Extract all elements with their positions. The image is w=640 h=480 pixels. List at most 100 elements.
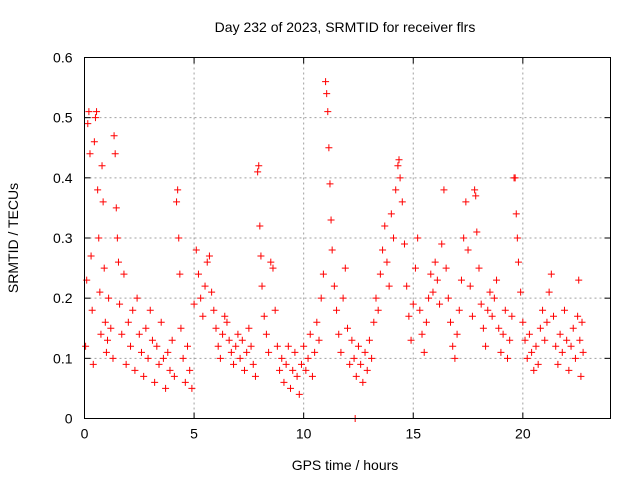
- data-point: [304, 354, 312, 362]
- x-tick-label: 10: [296, 426, 312, 442]
- data-point: [392, 186, 400, 194]
- data-point: [148, 336, 156, 344]
- data-point: [221, 312, 229, 320]
- data-point: [260, 312, 268, 320]
- data-point: [550, 312, 558, 320]
- data-point: [254, 168, 262, 176]
- data-point: [479, 324, 487, 332]
- data-point: [514, 258, 522, 266]
- data-point: [87, 252, 95, 260]
- data-point: [210, 306, 218, 314]
- data-point: [199, 312, 207, 320]
- data-point: [528, 348, 536, 356]
- data-point: [571, 354, 579, 362]
- data-point: [359, 378, 367, 386]
- data-point: [560, 306, 568, 314]
- data-point: [98, 162, 106, 170]
- data-point: [344, 324, 351, 332]
- data-point: [140, 372, 148, 380]
- data-point: [464, 246, 472, 254]
- data-point: [405, 312, 413, 320]
- data-point: [114, 258, 122, 266]
- data-point: [236, 354, 244, 362]
- data-point: [565, 366, 573, 374]
- data-point: [194, 270, 202, 278]
- data-point: [493, 276, 501, 284]
- data-point: [177, 324, 185, 332]
- data-point: [280, 378, 288, 386]
- data-point: [425, 294, 433, 302]
- data-point: [144, 354, 152, 362]
- chart-title: Day 232 of 2023, SRMTID for receiver flr…: [215, 19, 476, 35]
- data-point: [547, 270, 555, 278]
- data-point: [267, 258, 275, 266]
- data-point: [352, 372, 360, 380]
- data-point: [297, 360, 305, 368]
- data-point: [341, 264, 349, 272]
- data-point: [387, 210, 395, 218]
- data-point: [205, 252, 213, 260]
- data-point: [302, 366, 310, 374]
- data-point: [398, 198, 406, 206]
- data-point: [234, 330, 242, 338]
- data-point: [230, 360, 238, 368]
- data-point: [427, 270, 435, 278]
- data-point: [109, 354, 117, 362]
- data-point: [159, 354, 167, 362]
- data-point: [499, 330, 507, 338]
- data-point: [146, 306, 154, 314]
- data-point: [164, 348, 172, 356]
- data-point: [506, 336, 514, 344]
- data-point: [357, 360, 365, 368]
- data-point: [276, 366, 284, 374]
- data-point: [319, 270, 327, 278]
- data-point: [532, 342, 540, 350]
- data-point: [477, 300, 485, 308]
- data-point: [418, 330, 426, 338]
- y-tick-label: 0.4: [53, 170, 73, 186]
- data-point: [208, 288, 216, 296]
- data-point: [563, 336, 571, 344]
- data-point: [201, 282, 209, 290]
- data-point: [475, 264, 483, 272]
- data-point: [265, 348, 273, 356]
- data-point: [361, 348, 369, 356]
- data-point: [407, 336, 415, 344]
- data-point: [105, 294, 113, 302]
- data-point: [354, 342, 362, 350]
- data-point: [315, 336, 323, 344]
- data-point: [394, 162, 402, 170]
- data-point: [249, 360, 257, 368]
- data-point: [175, 234, 183, 242]
- data-point: [88, 306, 96, 314]
- data-point: [400, 240, 408, 248]
- data-point: [271, 306, 279, 314]
- data-point: [473, 228, 481, 236]
- data-point: [433, 276, 441, 284]
- data-point: [124, 318, 132, 326]
- data-point: [273, 342, 281, 350]
- data-point: [223, 318, 231, 326]
- data-point: [113, 234, 121, 242]
- data-point: [383, 258, 391, 266]
- data-point: [431, 258, 439, 266]
- data-point: [313, 318, 321, 326]
- data-point: [370, 318, 378, 326]
- data-point: [100, 264, 108, 272]
- y-tick-label: 0.2: [53, 290, 73, 306]
- x-tick-label: 15: [405, 426, 421, 442]
- data-point: [368, 354, 376, 362]
- data-point: [539, 306, 547, 314]
- data-point: [484, 306, 492, 314]
- data-point: [137, 348, 145, 356]
- data-point: [372, 294, 380, 302]
- data-point: [569, 324, 577, 332]
- x-tick-labels: 0 5 10 15 20: [81, 426, 531, 442]
- data-point: [293, 372, 301, 380]
- data-point: [227, 348, 235, 356]
- data-point: [541, 336, 549, 344]
- data-point: [438, 240, 446, 248]
- data-point: [262, 330, 270, 338]
- data-point: [85, 108, 93, 116]
- data-point: [243, 348, 251, 356]
